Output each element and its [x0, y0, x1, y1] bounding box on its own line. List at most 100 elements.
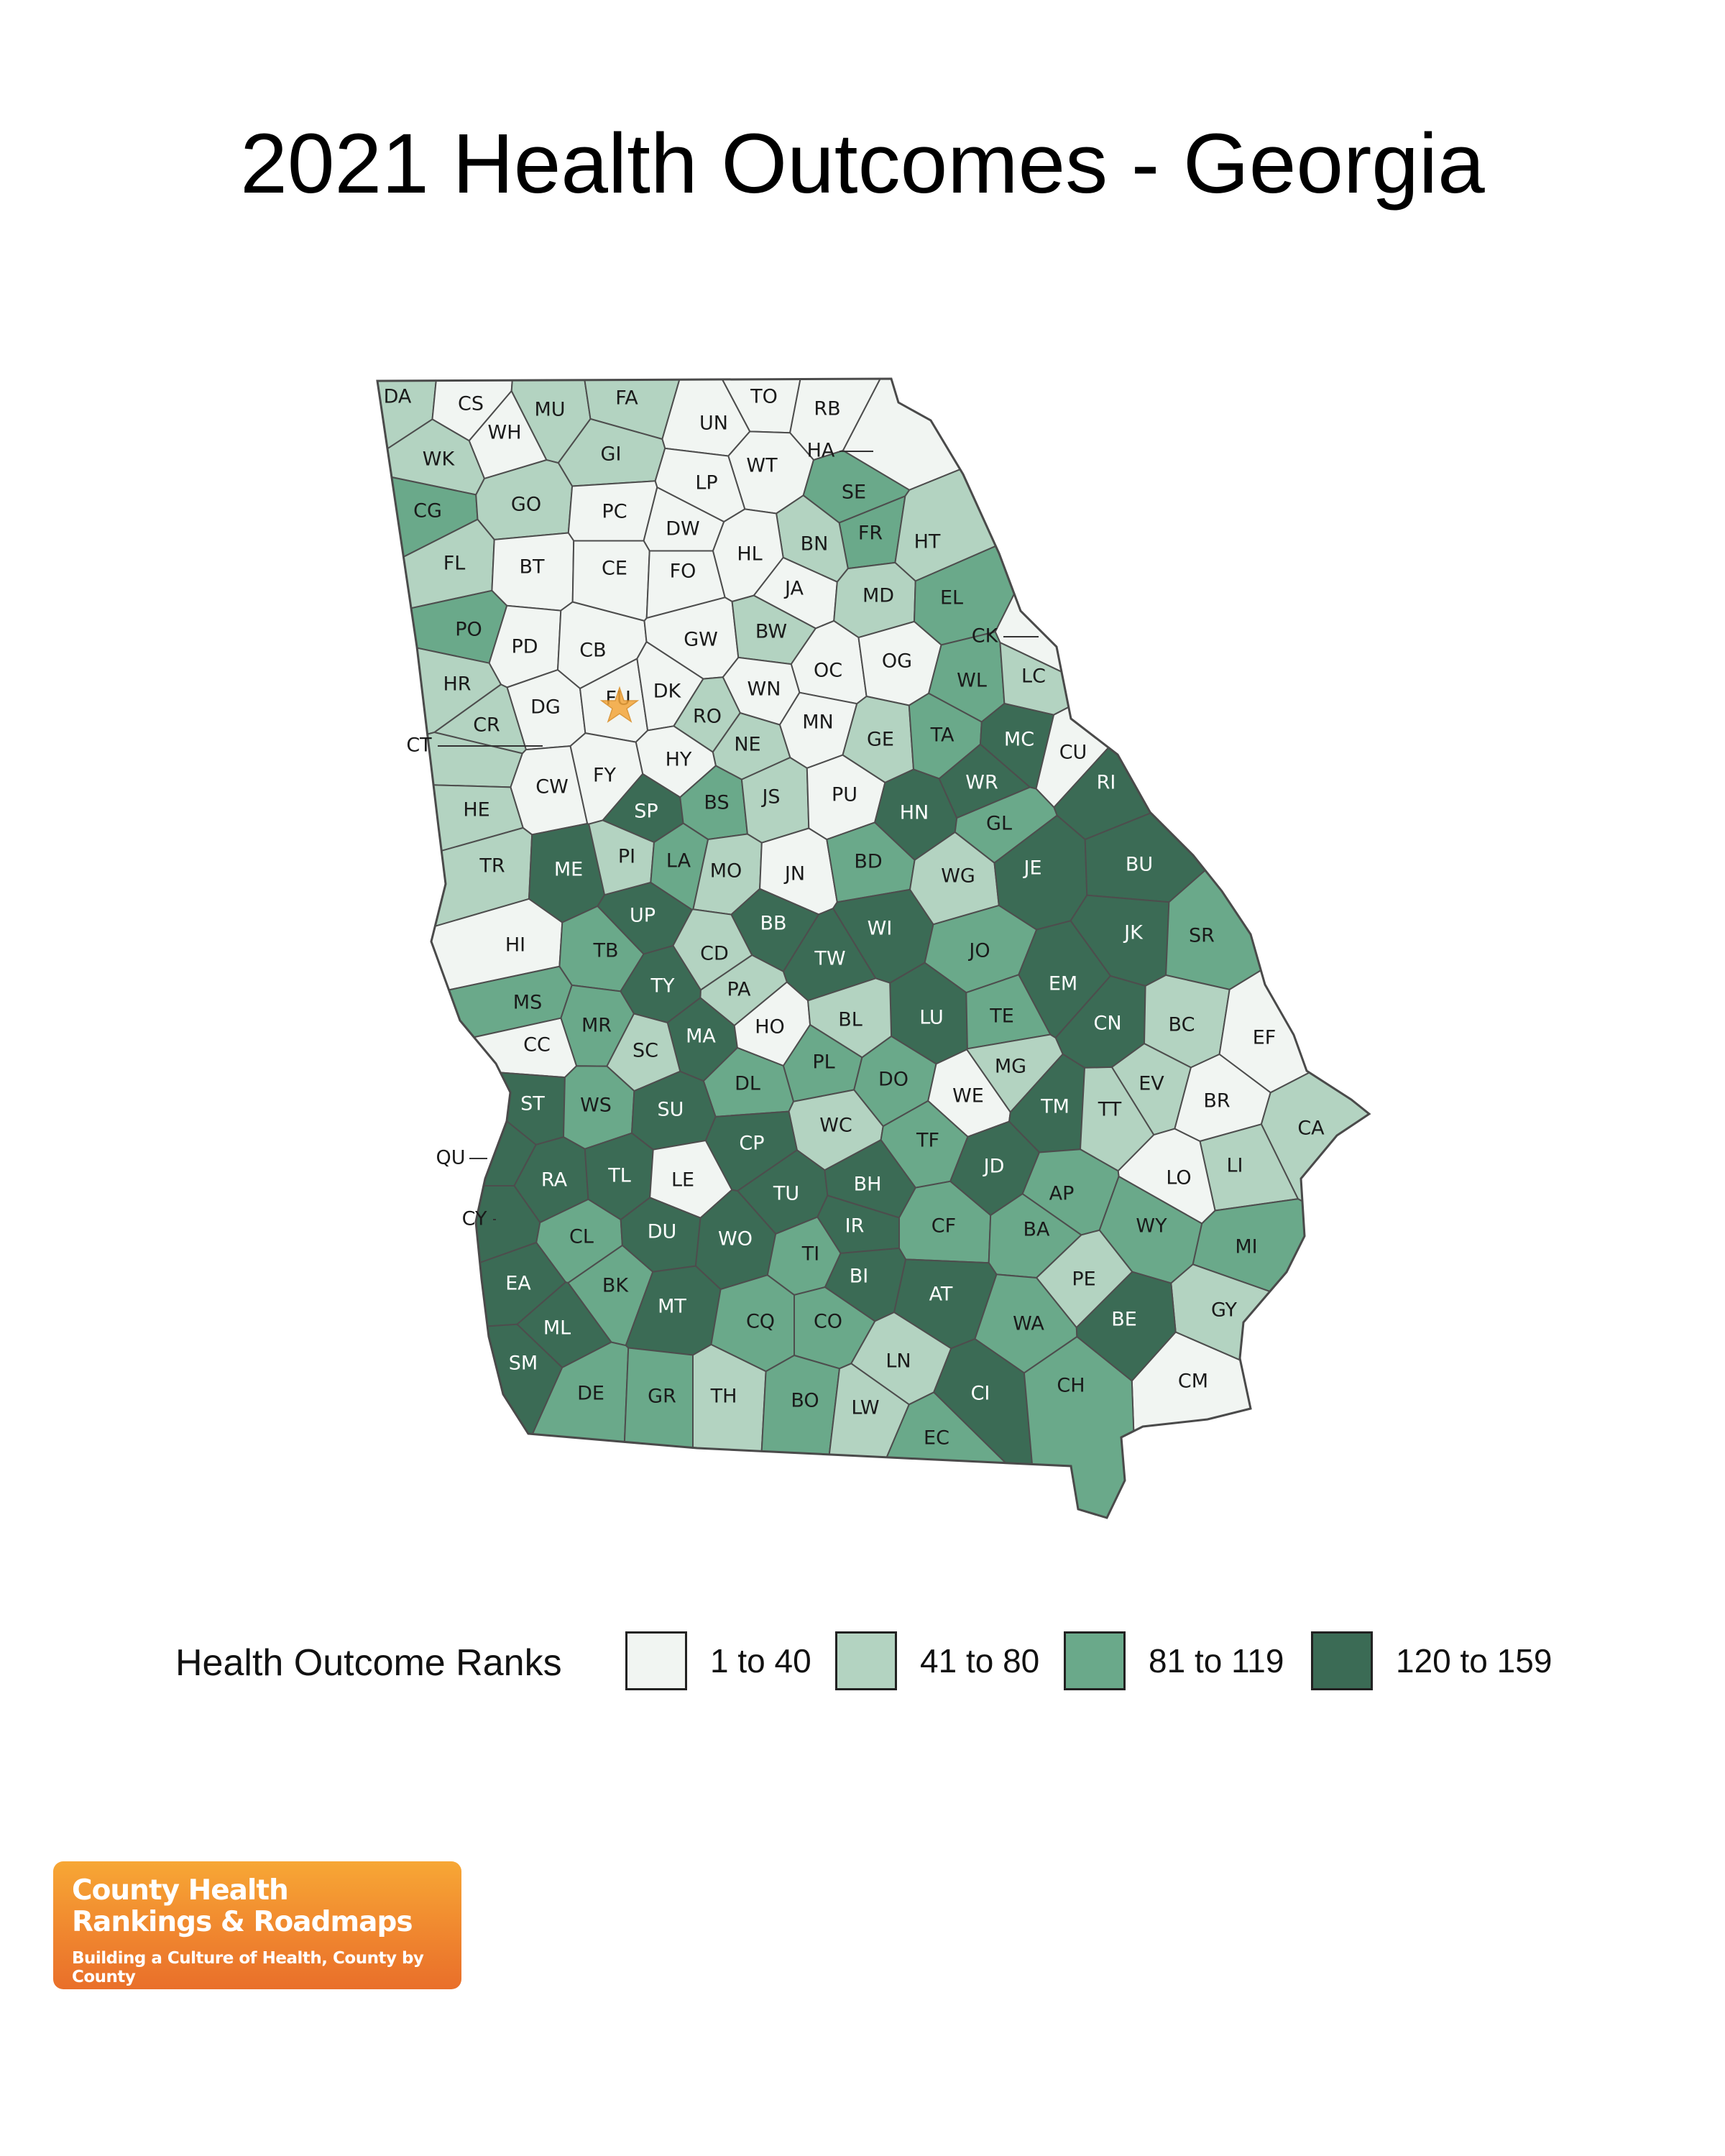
county-label-qu: QU: [436, 1147, 465, 1169]
county-label-bl: BL: [838, 1009, 862, 1031]
county-label-mo: MO: [710, 860, 742, 883]
county-label-wh: WH: [488, 422, 522, 444]
county-label-tf: TF: [916, 1130, 939, 1152]
county-label-pc: PC: [602, 501, 627, 523]
county-label-wc: WC: [819, 1115, 852, 1137]
legend-title: Health Outcome Ranks: [175, 1642, 562, 1684]
county-label-go: GO: [511, 494, 541, 516]
county-label-mr: MR: [581, 1015, 612, 1037]
county-label-me: ME: [554, 859, 583, 881]
county-label-cd: CD: [700, 943, 729, 965]
county-label-ri: RI: [1097, 772, 1116, 794]
county-label-sc: SC: [632, 1040, 658, 1062]
county-label-ra: RA: [541, 1169, 568, 1192]
county-label-wn: WN: [748, 678, 781, 701]
county-label-ht: HT: [914, 531, 941, 553]
county-label-ap: AP: [1049, 1183, 1075, 1205]
county-label-at: AT: [929, 1284, 953, 1306]
county-label-pu: PU: [832, 784, 857, 806]
county-label-ce: CE: [602, 558, 627, 580]
county-label-pe: PE: [1072, 1268, 1095, 1291]
legend-label-1: 1 to 40: [710, 1642, 811, 1680]
county-label-st: ST: [520, 1093, 545, 1115]
county-label-wo: WO: [718, 1228, 753, 1250]
county-label-ja: JA: [783, 578, 804, 600]
county-label-bu: BU: [1126, 854, 1153, 876]
county-label-bw: BW: [755, 621, 787, 643]
county-label-bc: BC: [1169, 1014, 1195, 1036]
county-label-tw: TW: [814, 948, 845, 970]
county-label-cw: CW: [535, 776, 569, 798]
county-label-tu: TU: [773, 1183, 799, 1205]
county-ri: [1053, 572, 1369, 841]
county-label-hn: HN: [900, 802, 929, 824]
county-gr: [619, 1347, 694, 1518]
county-ef: [1218, 878, 1369, 1094]
county-label-wk: WK: [423, 448, 456, 471]
county-label-cb: CB: [579, 640, 606, 662]
county-label-ck: CK: [972, 625, 999, 648]
county-label-hr: HR: [443, 673, 471, 696]
legend: Health Outcome Ranks 1 to 40 41 to 80 81…: [172, 1626, 1610, 1695]
county-label-jo: JO: [967, 940, 990, 962]
county-label-wr: WR: [965, 772, 998, 794]
county-label-bb: BB: [760, 913, 786, 935]
county-label-to: TO: [750, 386, 778, 408]
county-label-we: WE: [952, 1085, 984, 1107]
county-label-ty: TY: [650, 975, 675, 998]
county-label-tt: TT: [1098, 1099, 1122, 1121]
county-label-ct: CT: [406, 734, 432, 757]
logo-line-2: Rankings & Roadmaps: [72, 1906, 413, 1938]
county-label-lu: LU: [919, 1007, 943, 1029]
county-label-fr: FR: [858, 522, 883, 545]
county-label-ho: HO: [755, 1016, 785, 1038]
legend-swatch-1: [625, 1631, 687, 1690]
county-label-dk: DK: [653, 681, 682, 703]
county-label-ml: ML: [543, 1317, 571, 1340]
county-label-tl: TL: [607, 1165, 631, 1187]
county-label-se: SE: [842, 482, 866, 504]
county-label-ro: RO: [693, 706, 722, 728]
county-label-tm: TM: [1040, 1096, 1070, 1118]
county-label-gy: GY: [1211, 1299, 1238, 1322]
county-label-hy: HY: [666, 749, 692, 771]
county-label-lc: LC: [1021, 665, 1046, 688]
county-label-mg: MG: [995, 1056, 1026, 1078]
county-label-te: TE: [989, 1005, 1014, 1028]
county-label-cl: CL: [569, 1226, 594, 1248]
county-label-cn: CN: [1093, 1013, 1121, 1035]
county-label-js: JS: [760, 786, 780, 808]
county-label-ne: NE: [734, 734, 760, 756]
county-label-cs: CS: [458, 393, 484, 415]
county-label-lp: LP: [695, 472, 717, 494]
county-label-fo: FO: [670, 561, 696, 583]
county-label-ev: EV: [1138, 1073, 1164, 1095]
county-label-cy: CY: [462, 1208, 487, 1230]
legend-label-3: 81 to 119: [1149, 1642, 1284, 1680]
county-label-fa: FA: [615, 387, 638, 410]
county-label-fy: FY: [593, 765, 617, 787]
county-label-bo: BO: [791, 1390, 819, 1412]
county-label-ma: MA: [686, 1026, 716, 1048]
county-label-dw: DW: [666, 518, 700, 540]
county-label-wi: WI: [868, 918, 893, 940]
county-label-da: DA: [384, 386, 412, 408]
county-cm: [1131, 1331, 1369, 1518]
county-label-ta: TA: [930, 724, 954, 747]
county-label-oc: OC: [814, 660, 842, 682]
county-label-th: TH: [710, 1386, 737, 1408]
county-label-bi: BI: [850, 1266, 869, 1288]
logo-tagline: Building a Culture of Health, County by …: [72, 1949, 424, 1986]
county-label-tr: TR: [479, 855, 505, 877]
county-label-pa: PA: [727, 979, 751, 1001]
county-label-br: BR: [1203, 1090, 1230, 1112]
county-label-de: DE: [577, 1383, 604, 1405]
county-label-em: EM: [1049, 973, 1077, 995]
county-label-ms: MS: [513, 992, 542, 1014]
page-title: 2021 Health Outcomes - Georgia: [240, 116, 1485, 211]
county-label-ws: WS: [580, 1095, 612, 1117]
county-label-ge: GE: [867, 729, 894, 751]
county-label-ec: EC: [924, 1427, 949, 1450]
county-label-up: UP: [630, 905, 656, 927]
